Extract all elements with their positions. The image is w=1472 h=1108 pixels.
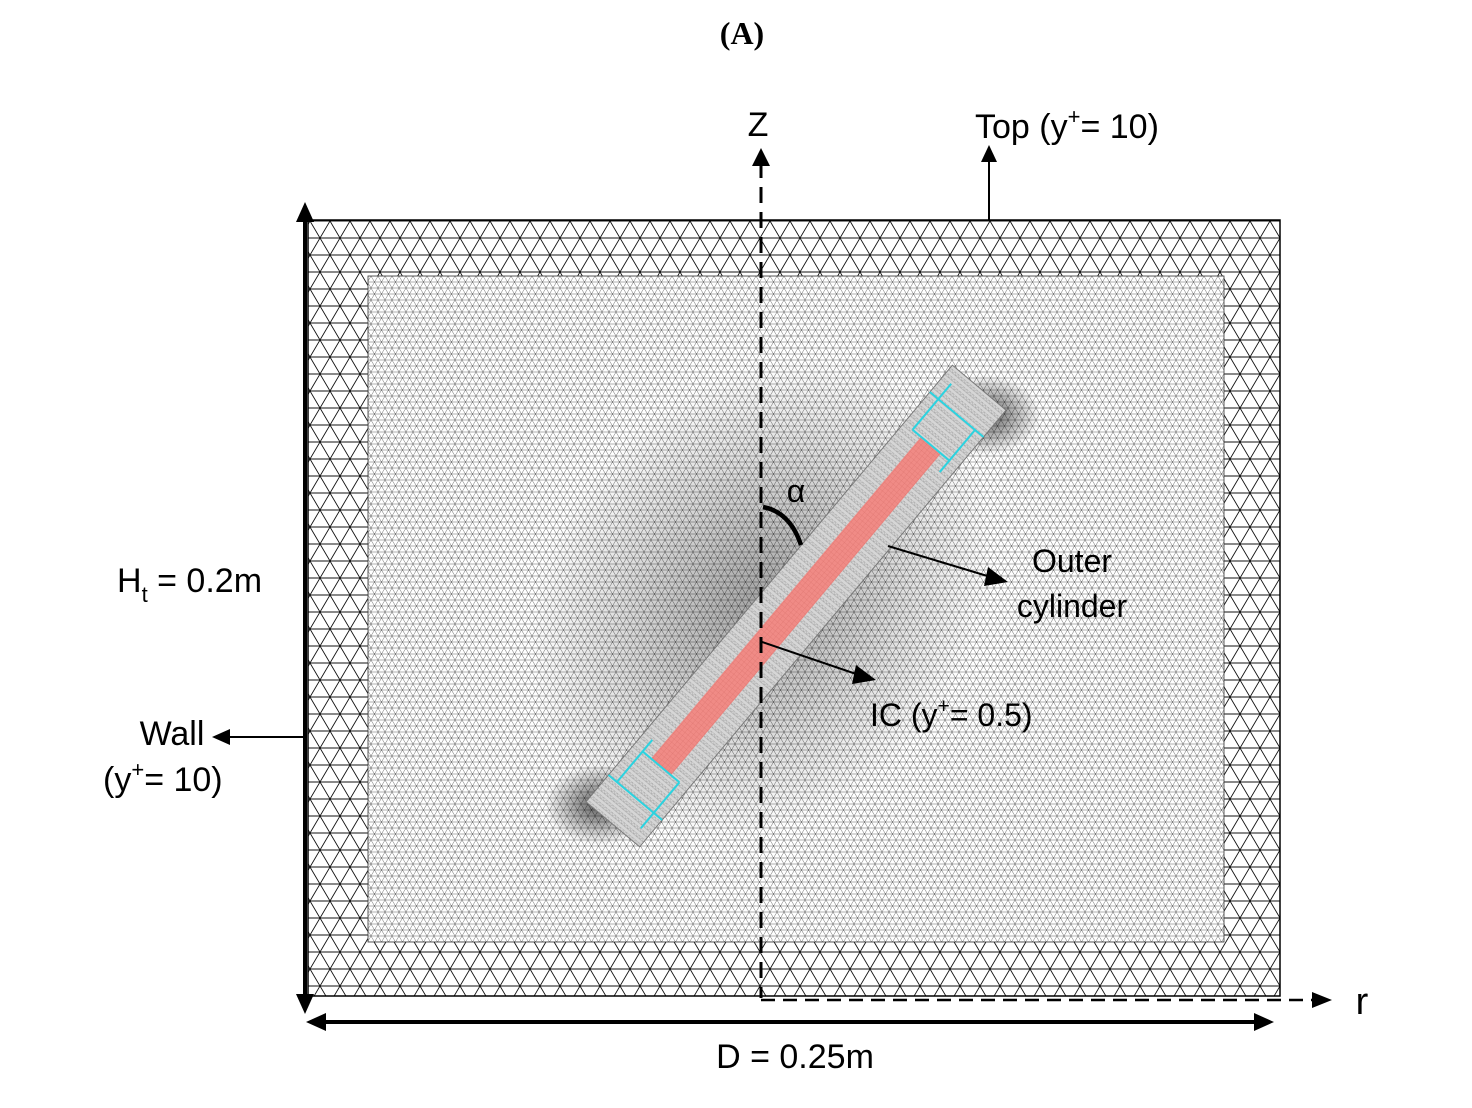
wall-label-line2: (y+= 10) — [103, 757, 223, 799]
inner-cylinder-ic — [651, 436, 941, 776]
r-axis: r — [761, 981, 1369, 1023]
wall-annotation: Wall (y+= 10) — [103, 715, 305, 799]
height-label: Ht = 0.2m — [117, 562, 262, 607]
panel-label: (A) — [720, 15, 764, 51]
cyan-markers — [607, 383, 985, 829]
outer-cylinder — [585, 364, 1007, 848]
alpha-label: α — [787, 473, 806, 509]
angle-alpha: α — [762, 473, 806, 546]
ic-annotation: IC (y+= 0.5) — [761, 641, 1033, 733]
wall-label-line1: Wall — [140, 715, 205, 753]
r-axis-label: r — [1356, 981, 1369, 1023]
diameter-dimension: D = 0.25m — [306, 1013, 1274, 1076]
ic-label: IC (y+= 0.5) — [870, 695, 1033, 733]
top-label: Top (y+= 10) — [975, 104, 1159, 146]
outer-cylinder-annotation: Outer cylinder — [887, 543, 1128, 624]
height-dimension: Ht = 0.2m — [117, 202, 314, 1014]
z-axis: Z — [748, 106, 770, 998]
outer-label-line1: Outer — [1032, 543, 1112, 579]
diameter-label: D = 0.25m — [716, 1038, 874, 1076]
z-axis-label: Z — [748, 106, 769, 144]
top-annotation: Top (y+= 10) — [975, 104, 1159, 220]
outer-label-line2: cylinder — [1017, 588, 1128, 624]
